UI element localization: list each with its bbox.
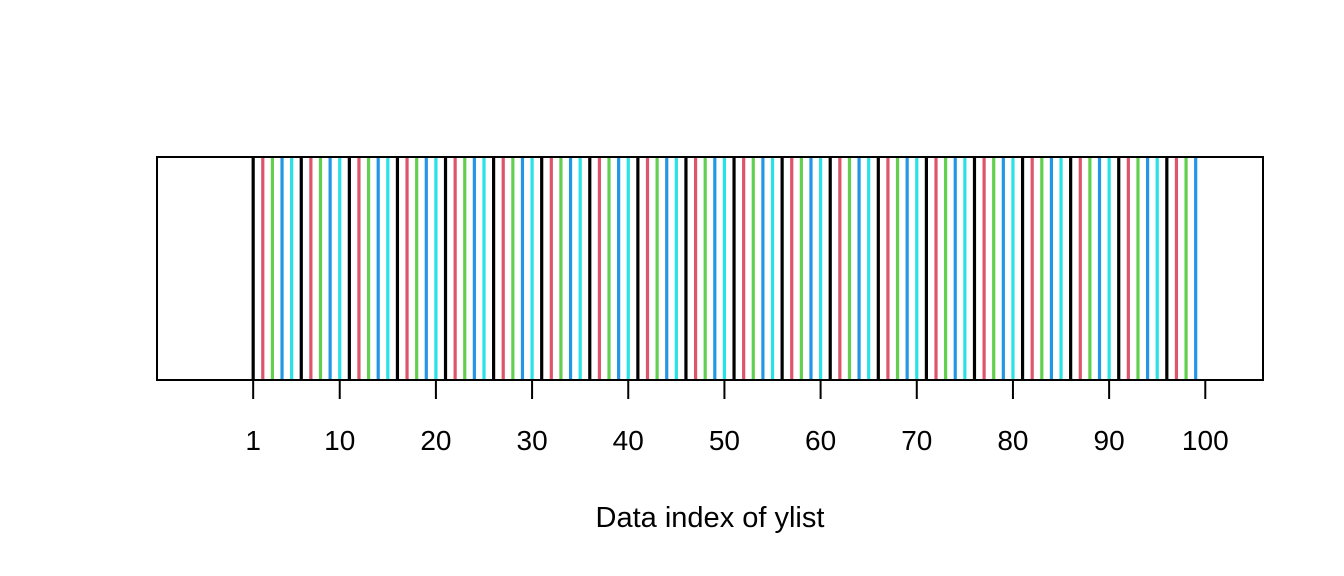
x-tick-label-40: 40: [613, 425, 644, 456]
x-tick-label-100: 100: [1182, 425, 1229, 456]
x-tick-label-70: 70: [901, 425, 932, 456]
x-tick-label-50: 50: [709, 425, 740, 456]
x-tick-label-10: 10: [324, 425, 355, 456]
index-bars: [251, 157, 1198, 380]
x-tick-label-1: 1: [245, 425, 261, 456]
x-axis-label: Data index of ylist: [596, 502, 825, 534]
x-tick-label-20: 20: [420, 425, 451, 456]
x-axis-ticks: 1 10 20 30 40 50 60 70 80 90 100: [245, 380, 1229, 456]
x-tick-label-80: 80: [997, 425, 1028, 456]
x-tick-label-90: 90: [1094, 425, 1125, 456]
x-tick-label-30: 30: [517, 425, 548, 456]
x-tick-label-60: 60: [805, 425, 836, 456]
plot-frame: [156, 156, 1264, 381]
